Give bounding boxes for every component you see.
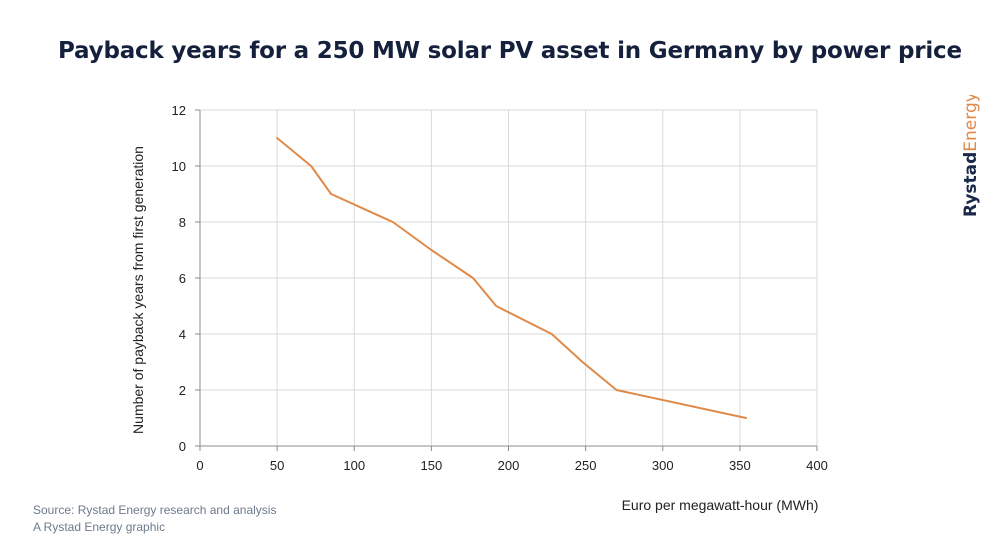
logo-part-rystad: Rystad [961,152,981,217]
x-tick-label: 200 [498,458,520,473]
x-tick-label: 50 [270,458,284,473]
logo-part-energy: Energy [961,95,981,152]
y-tick-label: 0 [179,439,186,454]
y-tick-label: 2 [179,383,186,398]
tick-labels: 0 50 100 150 200 250 300 350 400 0 2 4 6 8 10 12 [172,103,828,473]
brand-logo: RystadEnergy [961,95,981,217]
source-note: Source: Rystad Energy research and analy… [33,503,277,517]
x-tick-label: 0 [196,458,203,473]
y-tick-label: 12 [172,103,186,118]
y-tick-label: 4 [179,327,186,342]
series-line [276,137,747,419]
x-tick-label: 250 [575,458,597,473]
y-tick-label: 6 [179,271,186,286]
credit-note: A Rystad Energy graphic [33,520,166,534]
x-tick-label: 150 [421,458,443,473]
y-tick-label: 8 [179,215,186,230]
page-title: Payback years for a 250 MW solar PV asse… [58,38,962,64]
y-tick-label: 10 [172,159,186,174]
grid [200,109,818,446]
x-axis-label: Euro per megawatt-hour (MWh) [622,497,819,513]
series [276,137,747,419]
y-axis-label: Number of payback years from first gener… [130,146,146,434]
axes [195,109,818,451]
x-tick-label: 100 [343,458,365,473]
x-tick-label: 350 [729,458,751,473]
x-tick-label: 300 [652,458,674,473]
x-tick-label: 400 [806,458,828,473]
svg-text:RystadEnergy: RystadEnergy [961,95,981,217]
